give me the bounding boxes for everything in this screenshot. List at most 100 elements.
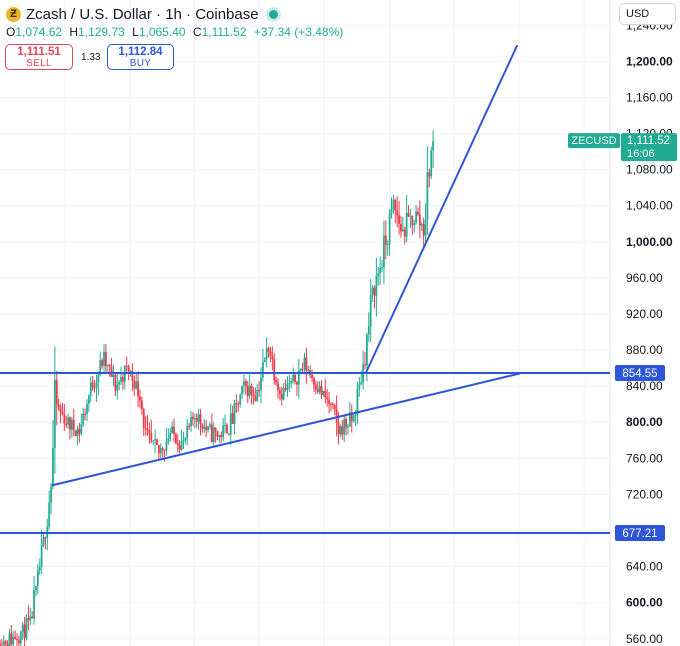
change-value: +37.34 (+3.48%)	[253, 25, 344, 39]
currency-select[interactable]: USD	[619, 3, 676, 25]
price-tick-label: 1,080.00	[626, 163, 673, 177]
symbol-title[interactable]: Zcash / U.S. Dollar · 1h · Coinbase	[26, 5, 259, 23]
candle-body	[192, 416, 194, 420]
candle-body	[203, 426, 206, 429]
buy-button[interactable]: 1,112.84 BUY	[107, 44, 174, 70]
candle-body	[330, 403, 332, 405]
candle-body	[112, 375, 115, 377]
candle-body	[256, 390, 259, 401]
price-tick-label: 960.00	[626, 271, 663, 285]
candle-body	[400, 223, 402, 232]
close-value: 1,111.52	[201, 25, 247, 39]
candle-body	[29, 616, 32, 621]
market-open-icon	[268, 9, 278, 19]
candle-body	[356, 388, 359, 416]
candle-body	[407, 212, 410, 217]
candle-body	[161, 448, 164, 450]
candle-body	[19, 631, 22, 644]
candle-body	[244, 381, 247, 386]
candle-body	[167, 438, 170, 442]
candle-body	[2, 641, 5, 646]
line-price-tag-label: 677.21	[622, 528, 657, 540]
candle-body	[214, 427, 217, 432]
candle-body	[243, 381, 245, 386]
candle-body	[403, 229, 406, 237]
price-axis[interactable]: 1,240.001,200.001,160.001,120.001,080.00…	[626, 18, 673, 646]
candle-body	[271, 356, 274, 360]
candle-body	[364, 364, 366, 366]
ohlc-legend: O1,074.62 H1,129.73 L1,065.40 C1,111.52 …	[6, 25, 347, 39]
price-tick-label: 640.00	[626, 560, 663, 574]
candle-body	[99, 360, 102, 374]
candle-body	[193, 417, 196, 420]
candle-body	[131, 371, 134, 381]
candle-body	[201, 424, 204, 429]
candle-body	[347, 426, 349, 428]
candle-body	[299, 369, 302, 371]
candle-body	[235, 403, 238, 405]
candle-body	[106, 364, 109, 366]
candle-body	[163, 449, 166, 451]
candle-body	[331, 404, 334, 406]
candle-body	[86, 403, 88, 414]
candle-body	[156, 439, 158, 445]
horizontal-lines[interactable]	[0, 372, 610, 535]
candle-body	[40, 545, 43, 568]
candle-body	[150, 433, 153, 441]
candle-body	[288, 383, 291, 385]
candle-body	[354, 415, 357, 417]
candle-body	[87, 395, 90, 404]
last-price-label: 1,111.52	[627, 135, 670, 147]
candle-body	[241, 385, 243, 395]
candle-body	[72, 419, 75, 431]
spread-value: 1.33	[81, 52, 101, 63]
candle-body	[326, 397, 329, 400]
candle-body	[273, 359, 276, 381]
candle-body	[103, 351, 105, 366]
candle-body	[173, 426, 175, 434]
candle-body	[42, 537, 45, 546]
candle-body	[229, 413, 232, 435]
candle-body	[398, 215, 400, 224]
candle-body	[352, 415, 355, 422]
candle-body	[12, 636, 15, 645]
candle-body	[82, 413, 85, 424]
candle-body	[418, 214, 421, 226]
candle-body	[18, 640, 20, 644]
price-tick-label: 1,160.00	[626, 90, 673, 104]
candle-body	[50, 486, 52, 503]
candle-body	[358, 384, 361, 389]
candle-body	[144, 427, 147, 429]
trend-lines[interactable]	[51, 44, 520, 487]
candle-body	[70, 419, 73, 430]
buy-label: BUY	[129, 58, 152, 69]
candle-body	[6, 644, 9, 646]
candle-body	[227, 433, 230, 435]
candle-body	[209, 424, 211, 427]
candle-body	[91, 382, 94, 388]
candle-body	[21, 624, 24, 632]
candle-body	[36, 570, 39, 586]
candle-body	[67, 417, 69, 425]
candle-body	[269, 351, 272, 357]
price-tick-label: 720.00	[626, 487, 663, 501]
candle-body	[367, 325, 370, 335]
candle-body	[224, 424, 226, 426]
trend-line	[365, 44, 519, 374]
candle-body	[248, 385, 251, 396]
candle-body	[337, 422, 340, 435]
candle-body	[80, 423, 83, 434]
candle-body	[313, 378, 315, 385]
sell-button[interactable]: 1,111.51 SELL	[5, 44, 73, 70]
price-tick-label: 560.00	[626, 632, 663, 646]
candle-body	[135, 381, 138, 389]
candle-body	[142, 408, 145, 428]
candle-body	[318, 385, 321, 392]
candle-body	[157, 444, 160, 454]
price-tick-label: 1,200.00	[626, 54, 673, 68]
candle-body	[16, 639, 18, 641]
candle-body	[333, 405, 336, 410]
candle-body	[265, 348, 268, 360]
